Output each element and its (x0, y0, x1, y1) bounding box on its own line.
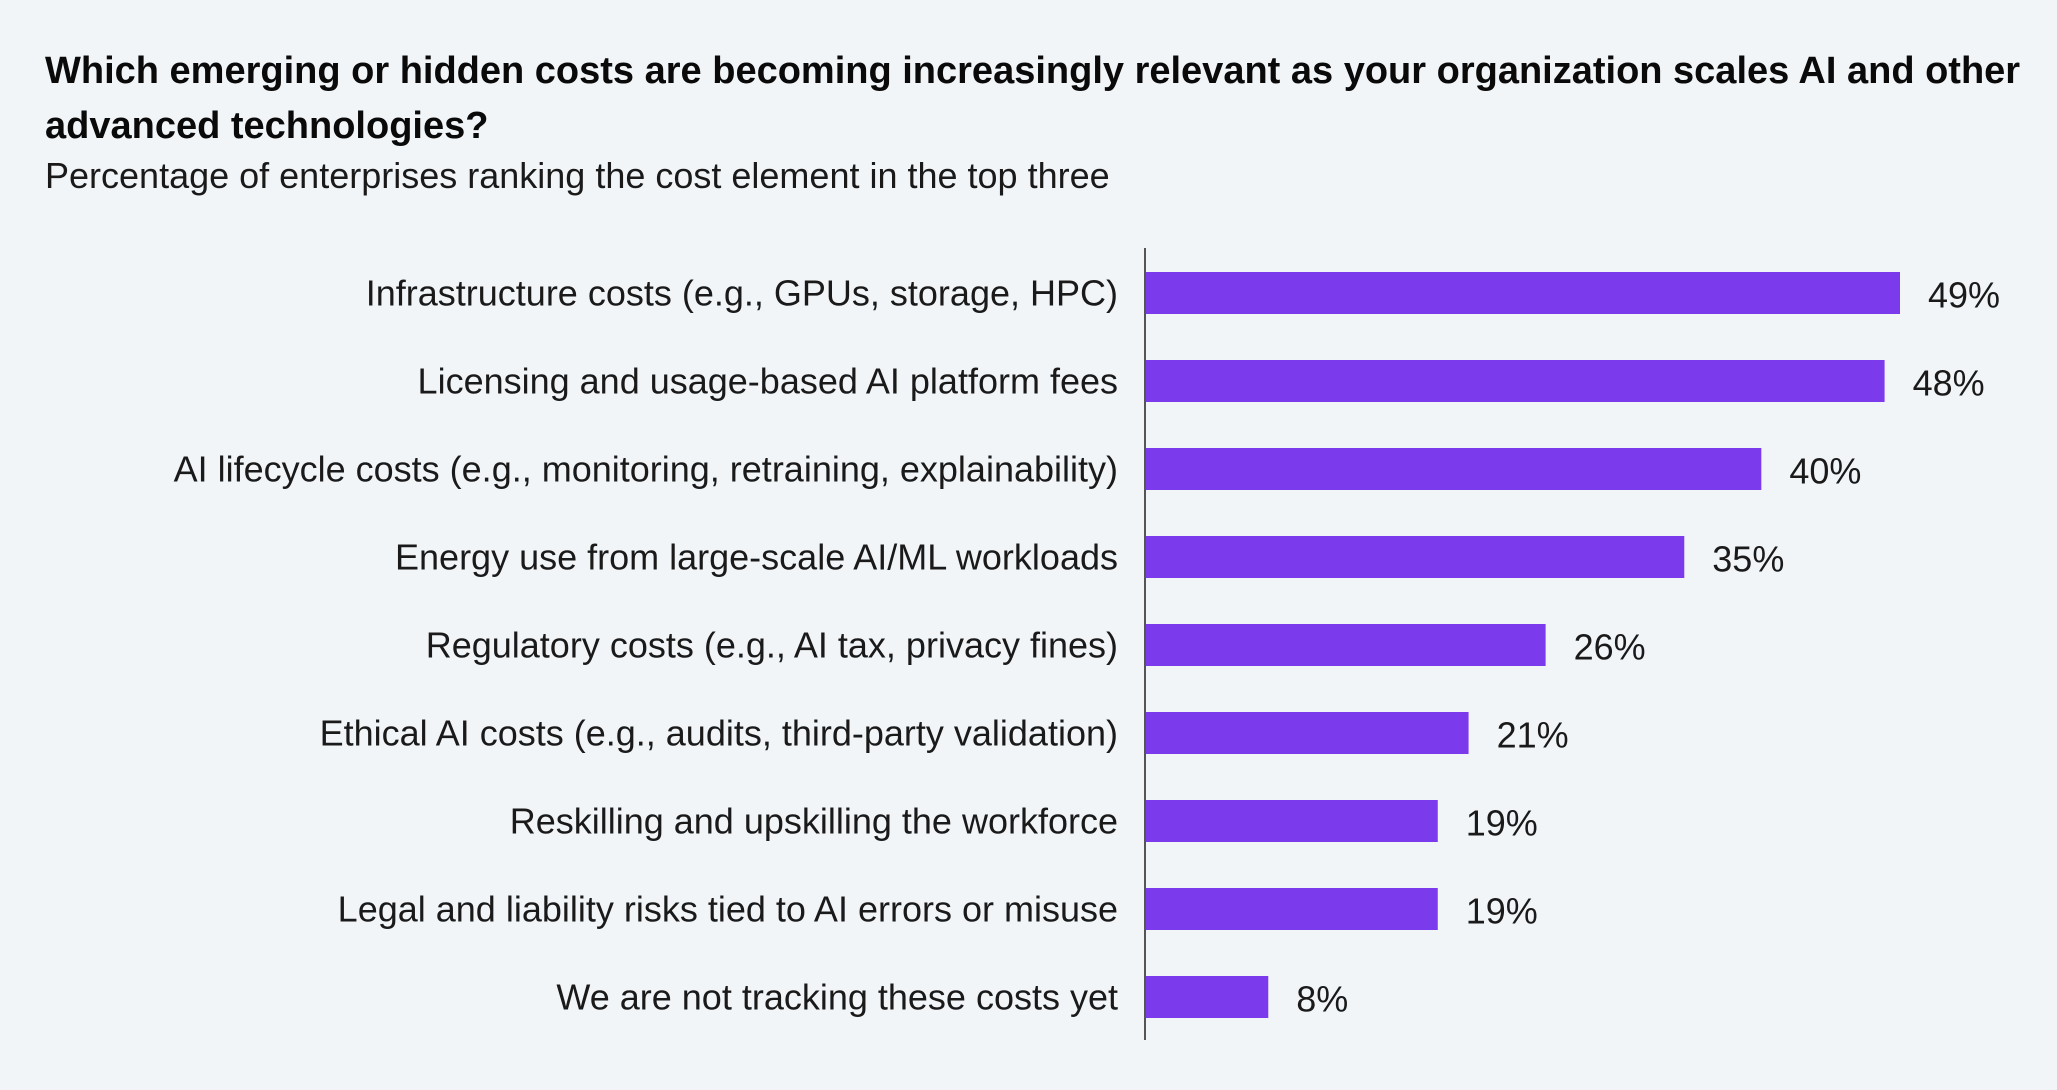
bar (1145, 448, 1762, 490)
value-label: 21% (1497, 715, 1569, 756)
bar (1145, 272, 1900, 314)
category-label: Regulatory costs (e.g., AI tax, privacy … (426, 625, 1118, 666)
category-label: We are not tracking these costs yet (556, 977, 1118, 1018)
category-label: Infrastructure costs (e.g., GPUs, storag… (366, 273, 1118, 314)
bar (1145, 888, 1438, 930)
value-label: 35% (1712, 539, 1784, 580)
category-label: Ethical AI costs (e.g., audits, third-pa… (320, 713, 1118, 754)
value-label: 19% (1466, 803, 1538, 844)
category-label: Legal and liability risks tied to AI err… (338, 889, 1118, 930)
bar (1145, 800, 1438, 842)
chart-subtitle: Percentage of enterprises ranking the co… (45, 155, 1110, 196)
chart-title: Which emerging or hidden costs are becom… (45, 50, 2021, 147)
value-label: 26% (1574, 627, 1646, 668)
bar (1145, 536, 1685, 578)
category-label: Licensing and usage-based AI platform fe… (418, 361, 1118, 402)
value-label: 49% (1928, 275, 2000, 316)
bar (1145, 976, 1269, 1018)
bar (1145, 624, 1546, 666)
value-label: 19% (1466, 891, 1538, 932)
category-label: Energy use from large-scale AI/ML worklo… (395, 537, 1118, 578)
value-label: 8% (1296, 979, 1348, 1020)
category-label: AI lifecycle costs (e.g., monitoring, re… (174, 449, 1118, 490)
bar (1145, 712, 1469, 754)
bar (1145, 360, 1885, 402)
category-label: Reskilling and upskilling the workforce (510, 801, 1118, 842)
value-label: 48% (1913, 363, 1985, 404)
value-label: 40% (1789, 451, 1861, 492)
